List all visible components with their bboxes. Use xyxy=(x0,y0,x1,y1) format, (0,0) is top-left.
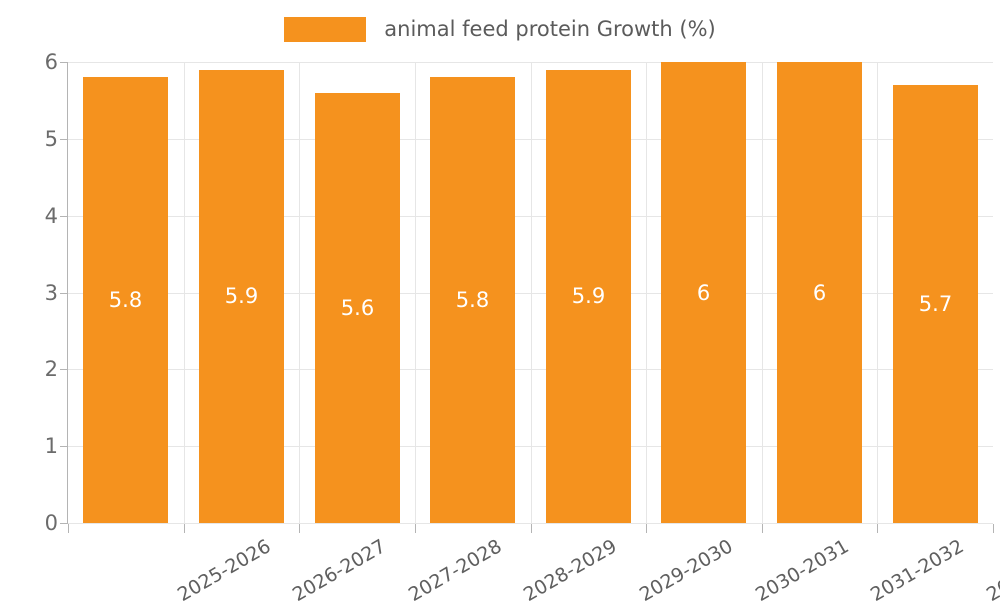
y-axis-tick-mark xyxy=(60,293,68,294)
y-axis-tick-mark xyxy=(60,369,68,370)
x-axis-tick-mark xyxy=(68,524,69,533)
gridline-horizontal xyxy=(68,62,993,63)
bar-value-label: 6 xyxy=(812,281,827,305)
legend-label: animal feed protein Growth (%) xyxy=(384,16,716,41)
x-axis-category-label: 2031-2032 xyxy=(867,535,968,606)
bar[interactable] xyxy=(199,70,284,523)
bar-value-label: 6 xyxy=(696,281,711,305)
x-axis-tick-mark xyxy=(531,524,532,533)
y-axis-tick-mark xyxy=(60,523,68,524)
y-axis-tick-label: 2 xyxy=(44,357,58,382)
bar[interactable] xyxy=(661,62,746,523)
y-axis-tick-mark xyxy=(60,216,68,217)
gridline-vertical xyxy=(184,62,185,523)
bar-value-label: 5.6 xyxy=(340,296,375,320)
chart-legend: animal feed protein Growth (%) xyxy=(0,10,1000,48)
bar[interactable] xyxy=(315,93,400,523)
bar-value-label: 5.8 xyxy=(108,288,143,312)
gridline-horizontal xyxy=(68,293,993,294)
x-axis-category-label: 2032-2033 xyxy=(982,535,1000,606)
x-axis-tick-mark xyxy=(184,524,185,533)
y-axis-tick-label: 6 xyxy=(44,50,58,74)
x-axis-category-label: 2025-2026 xyxy=(173,535,275,606)
gridline-vertical xyxy=(299,62,300,523)
y-axis-tick-mark xyxy=(60,446,68,447)
y-axis-tick-mark xyxy=(60,62,68,63)
legend-color-swatch-icon xyxy=(284,16,367,42)
x-axis-tick-mark xyxy=(993,524,994,533)
bar-value-label: 5.9 xyxy=(571,284,606,308)
x-axis-category-label: 2030-2031 xyxy=(751,535,853,606)
bar-value-label: 5.8 xyxy=(455,288,490,312)
x-axis-tick-mark xyxy=(877,524,878,533)
x-axis-tick-mark xyxy=(762,524,763,533)
plot-area: 5.8 5.9 5.6 5.8 5.9 6 6 5.7 xyxy=(68,62,993,524)
gridline-horizontal xyxy=(68,139,993,140)
x-axis-category-label: 2028-2029 xyxy=(520,535,621,606)
y-axis-tick-label: 5 xyxy=(44,126,58,151)
bar[interactable] xyxy=(430,77,515,523)
gridline-horizontal xyxy=(68,446,993,447)
bar[interactable] xyxy=(893,85,978,523)
gridline-vertical xyxy=(877,62,878,523)
y-axis-tick-mark xyxy=(60,139,68,140)
gridline-horizontal xyxy=(68,369,993,370)
gridline-horizontal xyxy=(68,523,993,524)
bar-value-label: 5.7 xyxy=(918,292,953,316)
x-axis-category-label: 2026-2027 xyxy=(289,535,390,606)
x-axis-category-label: 2027-2028 xyxy=(404,535,506,606)
legend-item-animal-feed-protein-growth[interactable]: animal feed protein Growth (%) xyxy=(284,16,716,42)
x-axis-tick-mark xyxy=(415,524,416,533)
y-axis-tick-label: 0 xyxy=(44,511,58,535)
bar[interactable] xyxy=(546,70,631,523)
gridline-vertical xyxy=(415,62,416,523)
y-axis-tick-label: 1 xyxy=(44,434,58,459)
gridline-vertical xyxy=(646,62,647,523)
bar[interactable] xyxy=(83,77,168,523)
y-axis-tick-label: 4 xyxy=(44,203,58,228)
bar[interactable] xyxy=(777,62,862,523)
gridline-horizontal xyxy=(68,216,993,217)
x-axis-category-label: 2029-2030 xyxy=(635,535,737,606)
x-axis-tick-mark xyxy=(299,524,300,533)
bar-value-label: 5.9 xyxy=(224,284,259,308)
x-axis-tick-mark xyxy=(646,524,647,533)
gridline-vertical xyxy=(531,62,532,523)
gridline-vertical xyxy=(762,62,763,523)
y-axis-tick-label: 3 xyxy=(44,280,58,305)
